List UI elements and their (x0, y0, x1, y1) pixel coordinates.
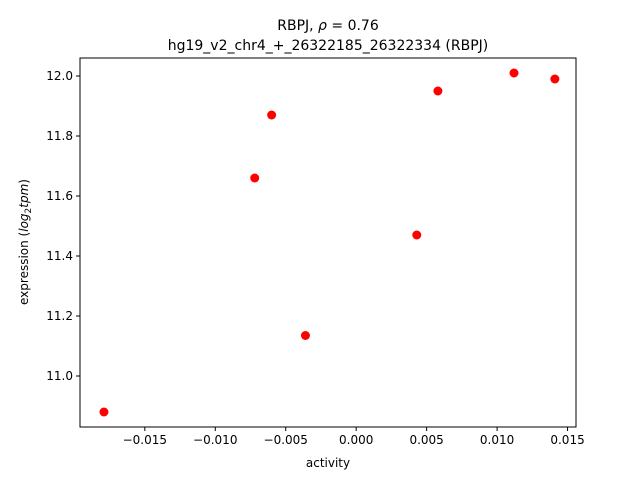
x-tick-label: 0.015 (550, 433, 584, 447)
chart-title-line2: hg19_v2_chr4_+_26322185_26322334 (RBPJ) (168, 38, 489, 54)
y-tick-label: 12.0 (46, 69, 73, 83)
data-point (550, 74, 560, 84)
y-axis: 11.0 11.2 11.4 11.6 11.8 12.0 (46, 69, 80, 383)
data-point (99, 407, 109, 417)
x-axis-label: activity (306, 456, 350, 470)
x-tick-label: 0.000 (339, 433, 373, 447)
x-tick-label: 0.005 (409, 433, 443, 447)
y-tick-label: 11.4 (46, 249, 73, 263)
data-points (99, 68, 560, 417)
x-tick-label: −0.015 (123, 433, 167, 447)
data-point (412, 230, 422, 240)
chart-title-line1: RBPJ, ρ = 0.76 (277, 18, 379, 34)
y-tick-label: 11.0 (46, 369, 73, 383)
data-point (300, 331, 310, 340)
data-point (250, 173, 260, 183)
plot-area-frame (79, 57, 577, 428)
x-tick-label: −0.005 (264, 433, 308, 447)
y-axis-label: expression (log2tpm) (17, 179, 34, 305)
y-tick-label: 11.8 (46, 129, 73, 143)
x-tick-label: 0.010 (480, 433, 514, 447)
y-tick-label: 11.6 (46, 189, 73, 203)
x-tick-label: −0.010 (193, 433, 237, 447)
y-tick-label: 11.2 (46, 309, 73, 323)
x-axis: −0.015 −0.010 −0.005 0.000 0.005 0.010 0.015 (123, 427, 585, 447)
data-point (509, 68, 519, 78)
data-point (267, 110, 277, 120)
data-point (433, 86, 443, 96)
